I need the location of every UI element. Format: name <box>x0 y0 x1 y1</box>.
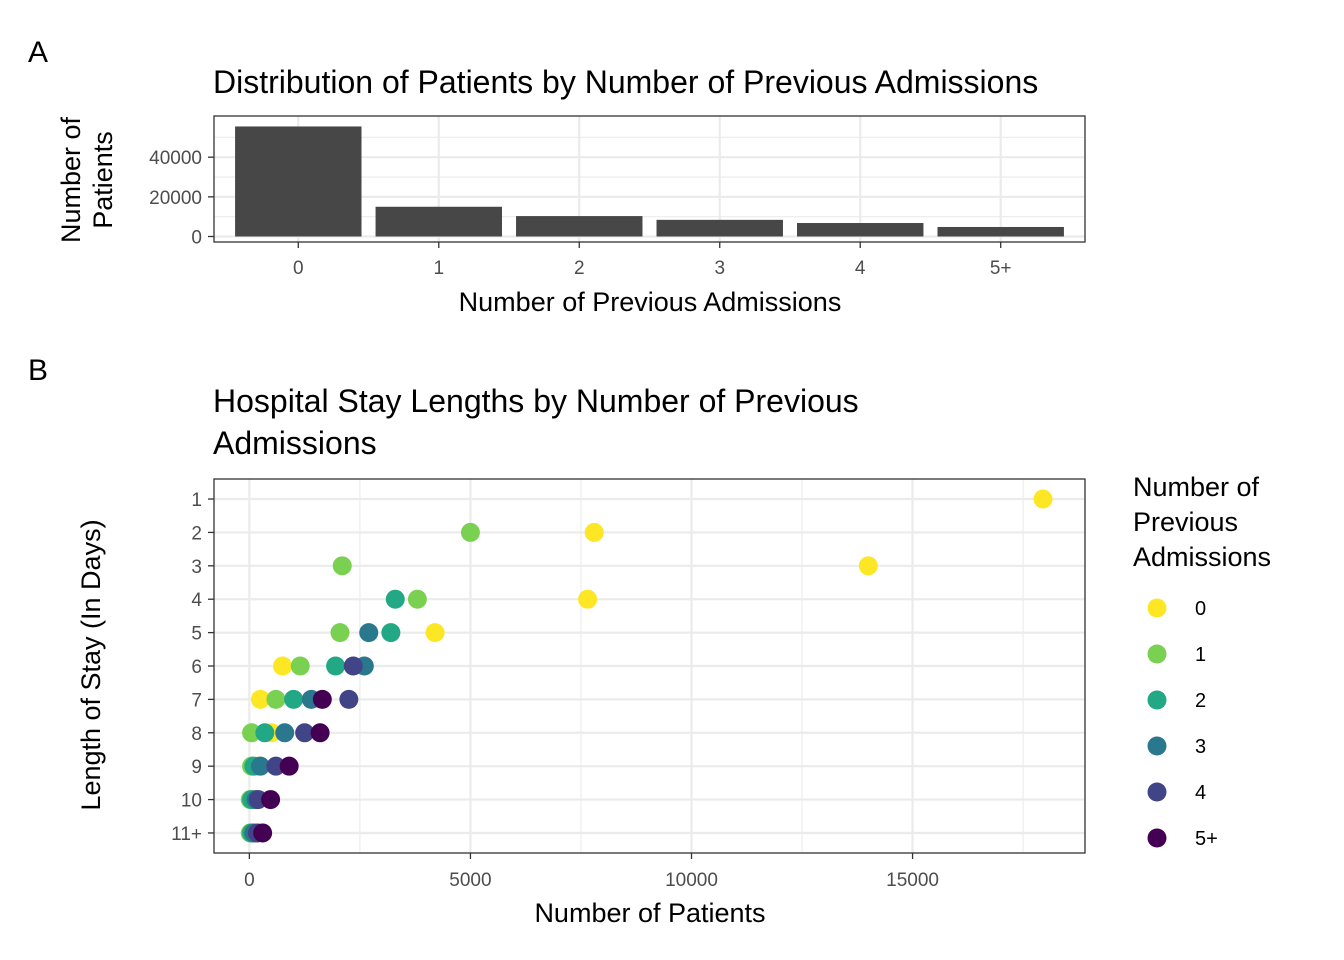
legend-label-4: 4 <box>1195 782 1206 804</box>
x-tick-label: 15000 <box>886 870 939 891</box>
x-tick-label: 5+ <box>990 258 1012 279</box>
legend-key-5+ <box>1147 828 1167 848</box>
point-series-1 <box>266 689 286 709</box>
point-series-5+ <box>253 823 273 843</box>
point-series-0 <box>273 656 293 676</box>
panel-b-tag: B <box>28 354 48 387</box>
point-series-0 <box>250 689 270 709</box>
y-tick-label: 11+ <box>171 824 202 845</box>
point-series-0 <box>1033 489 1053 509</box>
point-series-2 <box>255 723 275 743</box>
legend-key-4 <box>1147 782 1167 802</box>
bar-0 <box>235 126 362 237</box>
panel-a-tag: A <box>28 36 48 69</box>
point-series-4 <box>343 656 363 676</box>
point-series-5+ <box>279 756 299 776</box>
bar-5+ <box>937 226 1064 237</box>
legend-keys: 0 1 2 3 4 5+ <box>1147 598 1218 850</box>
point-series-4 <box>266 756 286 776</box>
point-series-1 <box>290 656 310 676</box>
legend-label-2: 2 <box>1195 690 1206 712</box>
point-series-1 <box>460 522 480 542</box>
point-series-0 <box>425 623 445 643</box>
point-series-2 <box>284 689 304 709</box>
legend-label-1: 1 <box>1195 644 1206 666</box>
chart-a-plot: 0 20000 40000 0 1 2 3 4 5+ <box>149 115 1086 279</box>
y-tick-label: 2 <box>191 523 202 544</box>
legend-label-5+: 5+ <box>1195 828 1218 850</box>
point-series-1 <box>242 723 262 743</box>
bar-4 <box>797 223 924 237</box>
legend-key-3 <box>1147 736 1167 756</box>
chart-b-title-line1: Hospital Stay Lengths by Number of Previ… <box>213 383 859 419</box>
legend-key-1 <box>1147 644 1167 664</box>
point-series-0 <box>584 522 604 542</box>
y-tick-label: 4 <box>191 590 202 611</box>
y-tick-label: 3 <box>191 557 202 578</box>
point-series-5+ <box>310 723 330 743</box>
chart-a-ylabel-line1: Number of <box>56 116 86 243</box>
panel-border <box>213 115 1086 243</box>
chart-b-ylabel: Length of Stay (In Days) <box>76 519 106 810</box>
y-tick-label: 6 <box>191 657 202 678</box>
point-series-4 <box>339 689 359 709</box>
y-tick-label: 1 <box>191 490 202 511</box>
x-tick-label: 0 <box>244 870 255 891</box>
point-series-5+ <box>261 790 281 810</box>
y-tick-label: 0 <box>191 228 202 249</box>
y-tick-label: 40000 <box>149 148 202 169</box>
chart-a-xlabel: Number of Previous Admissions <box>459 287 842 317</box>
x-tick-label: 2 <box>574 258 585 279</box>
point-series-2 <box>385 589 405 609</box>
chart-a-ylabel-line2: Patients <box>88 131 118 229</box>
x-tick-label: 5000 <box>449 870 491 891</box>
y-tick-label: 5 <box>191 624 202 645</box>
bar-1 <box>375 206 502 237</box>
legend-title-line1: Number of <box>1133 472 1260 502</box>
y-tick-label: 10 <box>181 791 202 812</box>
point-series-3 <box>359 623 379 643</box>
point-series-3 <box>250 756 270 776</box>
point-series-1 <box>407 589 427 609</box>
chart-b-xlabel: Number of Patients <box>534 898 765 928</box>
bar-2 <box>516 216 643 237</box>
bar-3 <box>656 219 783 237</box>
y-tick-label: 8 <box>191 724 202 745</box>
x-tick-label: 0 <box>293 258 304 279</box>
chart-a-title: Distribution of Patients by Number of Pr… <box>213 64 1038 100</box>
y-tick-label: 7 <box>191 690 202 711</box>
x-tick-label: 1 <box>433 258 444 279</box>
legend-title-line2: Previous <box>1133 507 1238 537</box>
point-series-2 <box>381 623 401 643</box>
y-tick-label: 20000 <box>149 188 202 209</box>
x-tick-label: 3 <box>714 258 725 279</box>
point-series-3 <box>275 723 295 743</box>
point-series-4 <box>295 723 315 743</box>
legend-key-2 <box>1147 690 1167 710</box>
y-tick-label: 9 <box>191 757 202 778</box>
legend-label-3: 3 <box>1195 736 1206 758</box>
legend-label-0: 0 <box>1195 598 1206 620</box>
x-tick-label: 10000 <box>665 870 718 891</box>
point-series-2 <box>326 656 346 676</box>
point-series-0 <box>858 556 878 576</box>
x-tick-label: 4 <box>855 258 866 279</box>
point-series-0 <box>578 589 598 609</box>
legend: Number of Previous Admissions 0 1 2 3 4 5+ <box>1133 472 1271 850</box>
chart-b-plot: 1 2 3 4 5 6 7 8 9 10 11+ 0 5000 10000 15000 <box>171 478 1086 891</box>
chart-b-title-line2: Admissions <box>213 425 377 461</box>
legend-title-line3: Admissions <box>1133 542 1271 572</box>
point-series-5+ <box>312 689 332 709</box>
legend-key-0 <box>1147 598 1167 618</box>
point-series-1 <box>332 556 352 576</box>
point-series-1 <box>330 623 350 643</box>
